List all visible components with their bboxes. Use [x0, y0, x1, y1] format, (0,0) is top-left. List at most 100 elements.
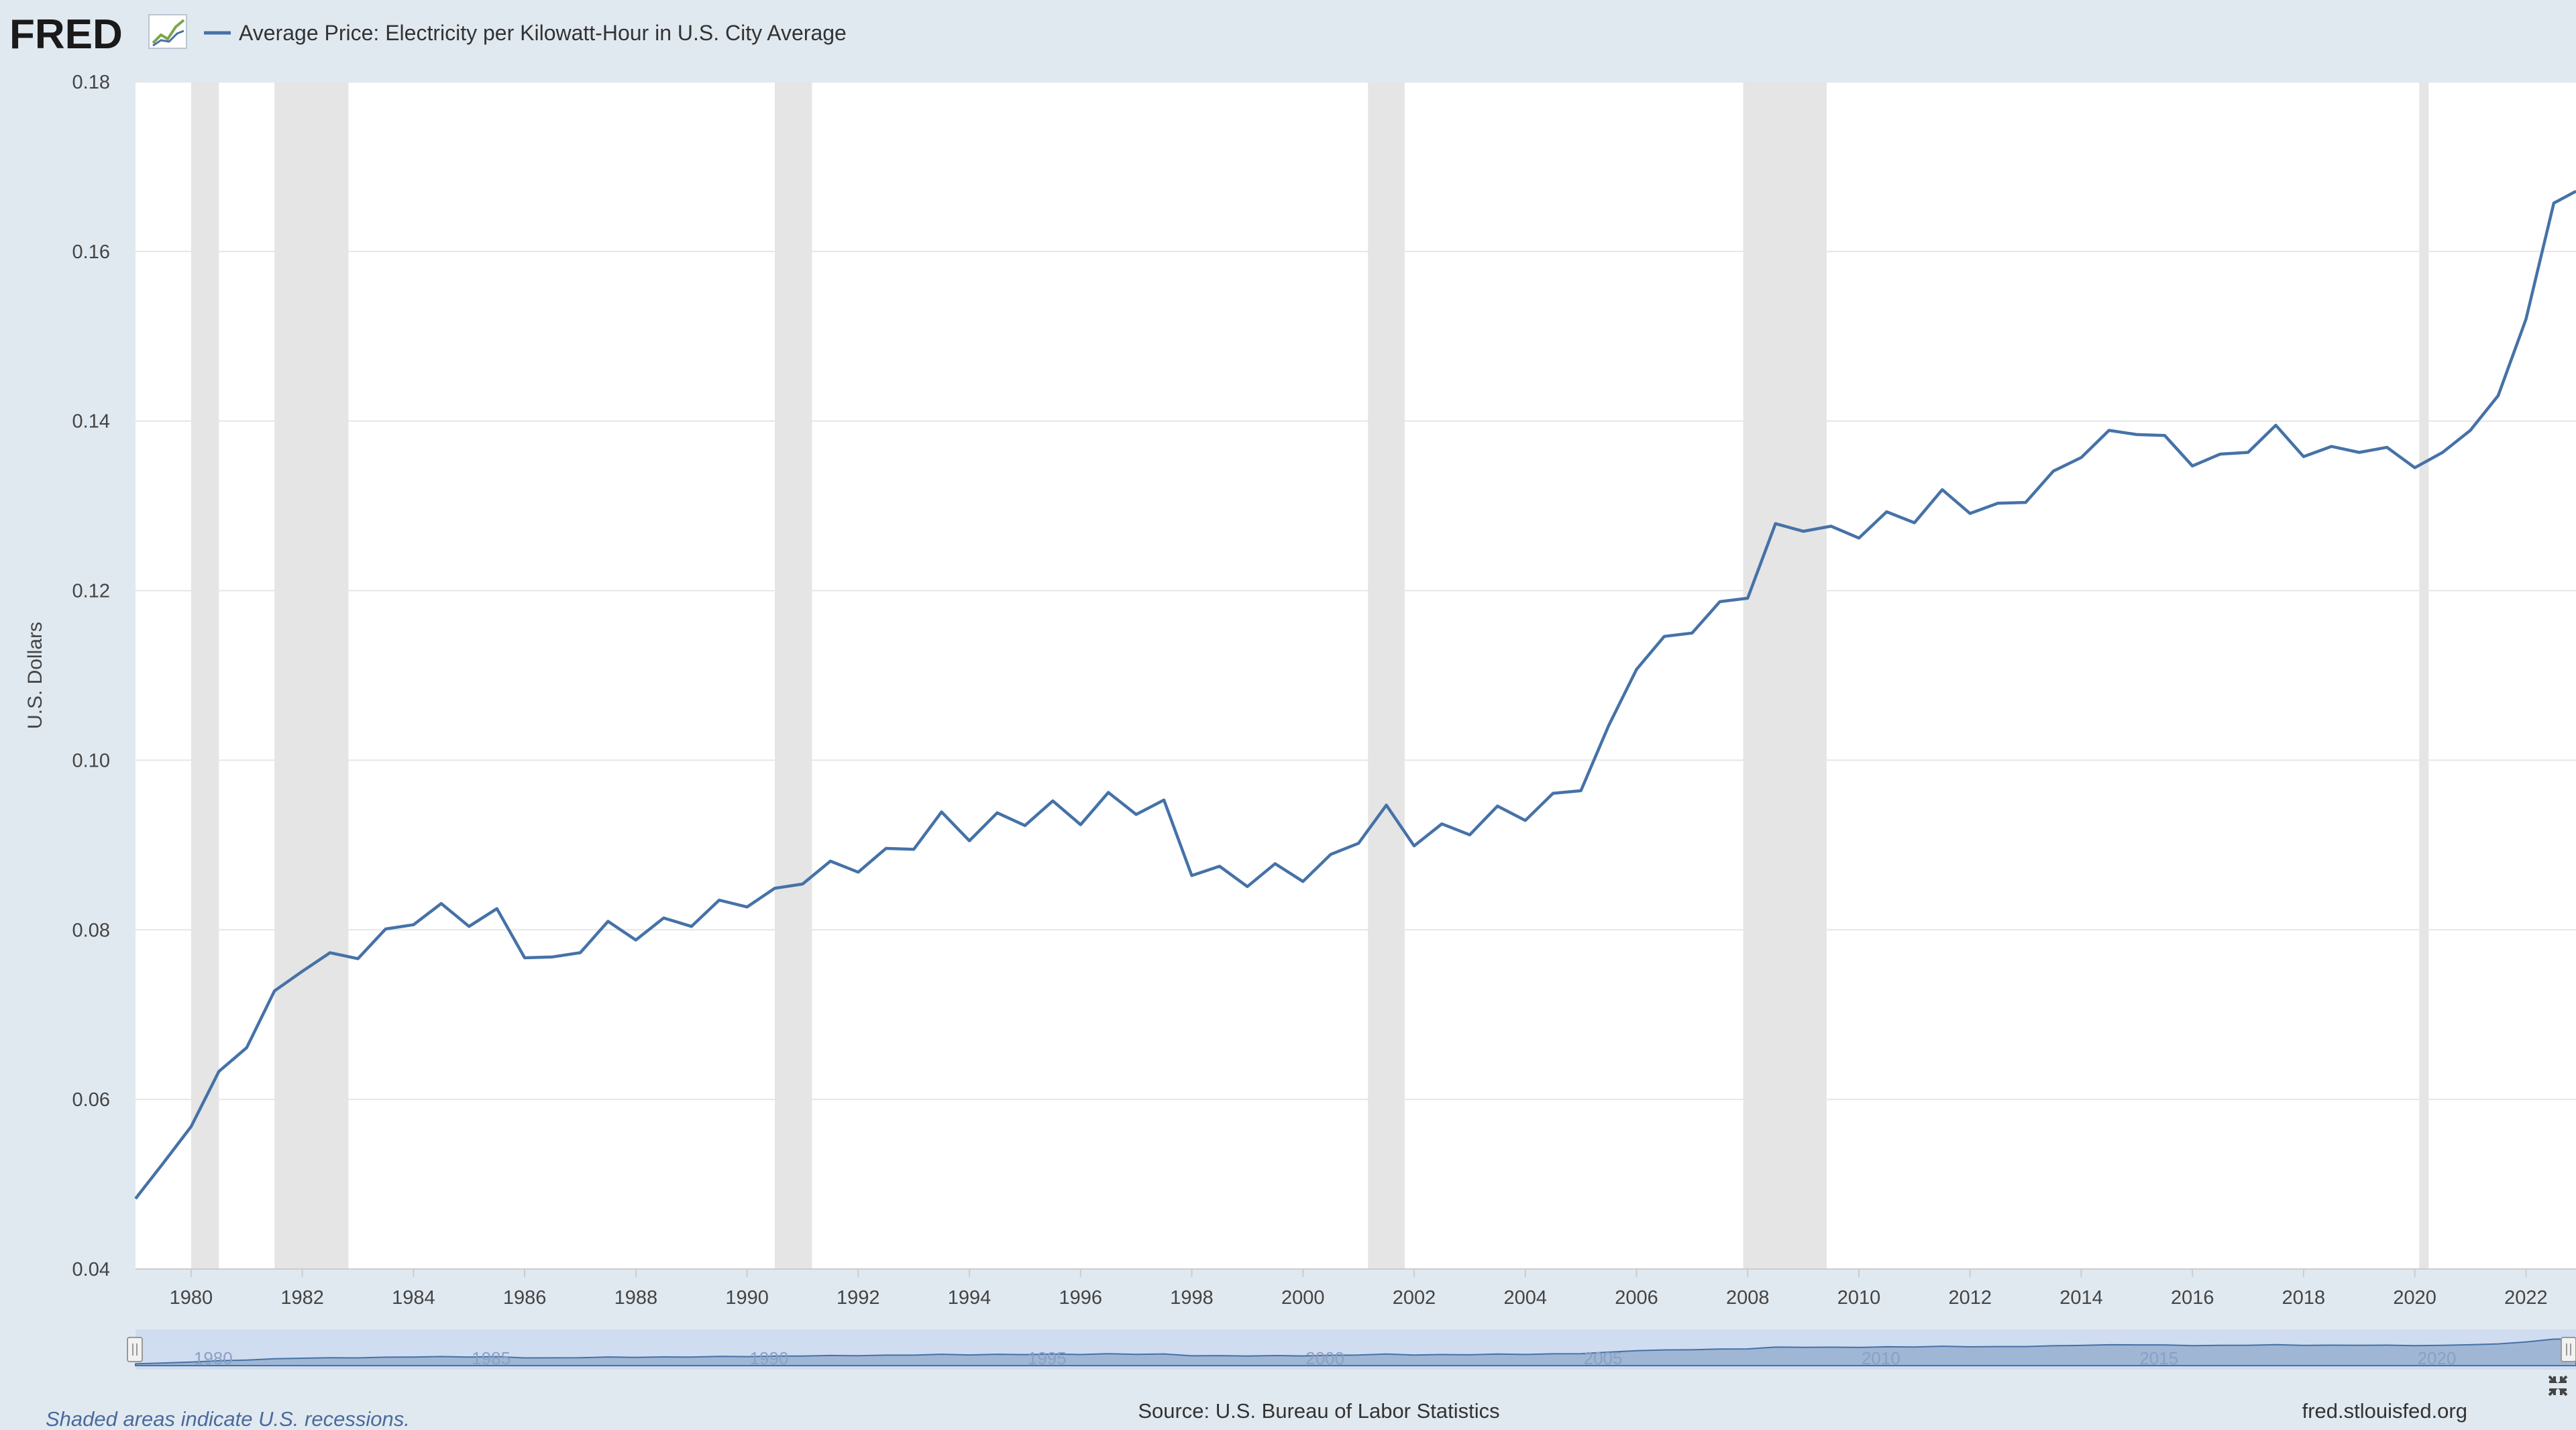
data-point[interactable] [828, 859, 833, 864]
data-point[interactable] [1134, 812, 1139, 817]
data-point[interactable] [2412, 465, 2418, 470]
data-point[interactable] [1578, 788, 1584, 793]
navigator-left-handle[interactable] [127, 1337, 143, 1362]
data-point[interactable] [1467, 832, 1472, 838]
data-point[interactable] [522, 955, 527, 960]
data-point[interactable] [1939, 487, 1945, 492]
data-point[interactable] [1189, 873, 1195, 878]
x-tick-label: 2016 [2171, 1287, 2214, 1309]
data-point[interactable] [2551, 201, 2557, 206]
data-point[interactable] [1634, 667, 1640, 672]
data-point[interactable] [2245, 450, 2251, 455]
data-point[interactable] [716, 897, 722, 903]
data-point[interactable] [800, 881, 805, 887]
data-point[interactable] [1773, 521, 1778, 527]
data-point[interactable] [1022, 823, 1028, 828]
data-point[interactable] [1106, 790, 1111, 795]
data-point[interactable] [411, 922, 416, 928]
data-point[interactable] [216, 1068, 221, 1074]
data-point[interactable] [1717, 599, 1723, 604]
navigator[interactable]: 1980 1985 1990 1995 2000 2005 2010 2015 2020 [127, 1329, 2576, 1370]
data-point[interactable] [2023, 500, 2029, 505]
data-point[interactable] [578, 950, 583, 955]
data-point[interactable] [911, 846, 916, 852]
data-point[interactable] [1384, 802, 1389, 808]
data-point[interactable] [439, 901, 444, 906]
data-point[interactable] [1411, 843, 1417, 848]
data-point[interactable] [244, 1045, 250, 1050]
collapse-icon[interactable] [2548, 1375, 2568, 1396]
data-point[interactable] [160, 1160, 166, 1166]
data-point[interactable] [1217, 864, 1222, 869]
data-point[interactable] [1662, 634, 1667, 639]
data-point[interactable] [2468, 428, 2473, 433]
navigator-right-handle[interactable] [2561, 1337, 2576, 1362]
data-point[interactable] [2218, 451, 2223, 457]
data-point[interactable] [466, 924, 472, 929]
data-point[interactable] [1161, 798, 1167, 803]
data-point[interactable] [2106, 428, 2112, 433]
data-point[interactable] [855, 869, 861, 875]
data-point[interactable] [2079, 455, 2084, 460]
data-point[interactable] [2051, 468, 2056, 474]
data-point[interactable] [1912, 520, 1917, 525]
data-point[interactable] [272, 988, 277, 993]
data-point[interactable] [2190, 463, 2195, 469]
data-point[interactable] [2273, 423, 2279, 428]
data-point[interactable] [1884, 509, 1889, 514]
data-point[interactable] [633, 938, 639, 943]
data-point[interactable] [1606, 723, 1611, 728]
data-point[interactable] [1495, 804, 1500, 809]
x-tick-label: 2022 [2504, 1287, 2548, 1309]
data-point[interactable] [133, 1196, 138, 1201]
data-point[interactable] [1244, 884, 1250, 889]
data-point[interactable] [2328, 444, 2334, 449]
data-point[interactable] [494, 906, 500, 912]
data-point[interactable] [939, 810, 945, 815]
data-point[interactable] [1829, 524, 1834, 529]
data-point[interactable] [2301, 454, 2306, 459]
navigator-selection[interactable] [136, 1329, 2576, 1370]
data-point[interactable] [383, 926, 388, 932]
data-point[interactable] [745, 904, 750, 910]
data-point[interactable] [661, 916, 666, 921]
data-point[interactable] [1550, 791, 1556, 796]
data-point[interactable] [2134, 432, 2139, 437]
data-point[interactable] [1078, 822, 1083, 828]
data-point[interactable] [772, 885, 777, 891]
chart-legend[interactable]: Average Price: Electricity per Kilowatt-… [204, 21, 847, 45]
data-point[interactable] [883, 846, 889, 851]
data-point[interactable] [605, 919, 610, 924]
data-point[interactable] [2440, 450, 2445, 455]
data-point[interactable] [189, 1124, 194, 1130]
data-point[interactable] [1689, 630, 1695, 636]
data-point[interactable] [1300, 879, 1305, 884]
data-point[interactable] [2523, 317, 2528, 322]
data-point[interactable] [967, 838, 972, 844]
data-point[interactable] [550, 954, 555, 960]
data-point[interactable] [1050, 798, 1055, 804]
data-point[interactable] [1523, 818, 1528, 823]
data-point[interactable] [2162, 433, 2167, 438]
data-point[interactable] [1968, 511, 1973, 516]
data-point[interactable] [2384, 445, 2390, 450]
data-point[interactable] [327, 950, 333, 955]
data-point[interactable] [1995, 500, 2000, 506]
x-tick-label: 1998 [1170, 1287, 1214, 1309]
data-point[interactable] [1273, 861, 1278, 867]
data-point[interactable] [1356, 840, 1361, 846]
data-point[interactable] [300, 969, 305, 974]
data-point[interactable] [1801, 529, 1806, 534]
data-point[interactable] [1439, 821, 1444, 826]
data-point[interactable] [995, 810, 1000, 816]
data-point[interactable] [1745, 596, 1750, 601]
site-credit[interactable]: fred.stlouisfed.org [2302, 1399, 2467, 1423]
data-point[interactable] [2496, 393, 2501, 398]
data-point[interactable] [2357, 450, 2362, 455]
series-line[interactable] [134, 190, 2576, 1200]
data-point[interactable] [689, 924, 694, 929]
data-point[interactable] [1856, 535, 1862, 541]
fred-logo[interactable]: FRED [9, 11, 187, 58]
data-point[interactable] [356, 956, 361, 961]
data-point[interactable] [1328, 852, 1334, 857]
